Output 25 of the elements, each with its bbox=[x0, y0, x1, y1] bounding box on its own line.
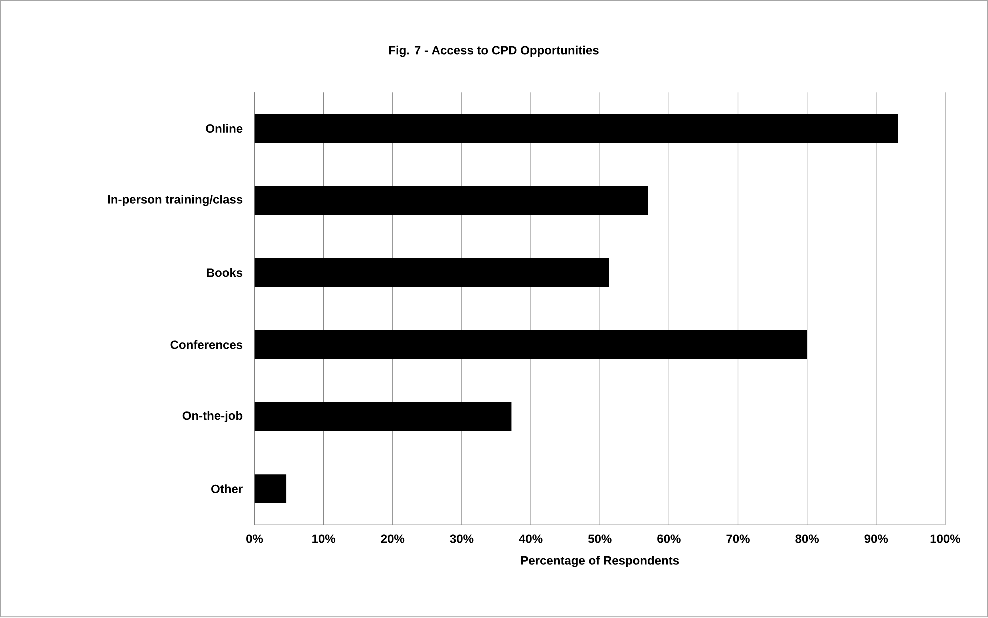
x-tick-label: 70% bbox=[726, 534, 750, 544]
x-tick-label: 90% bbox=[864, 534, 888, 544]
x-tick-label: 60% bbox=[658, 534, 681, 544]
x-tick-label: 20% bbox=[381, 534, 405, 544]
bar bbox=[254, 114, 898, 144]
y-tick-label: Online bbox=[206, 124, 243, 134]
x-tick-label: 0% bbox=[246, 534, 264, 544]
y-tick-label: On-the-job bbox=[182, 412, 243, 423]
y-tick-label: Books bbox=[207, 268, 243, 278]
bar bbox=[254, 474, 287, 504]
chart-title: Fig. 7 - Access to CPD Opportunities bbox=[389, 46, 599, 58]
x-tick-label: 30% bbox=[450, 534, 474, 544]
x-axis-title: Percentage of Respondents bbox=[521, 556, 680, 568]
y-tick-label: In-person training/class bbox=[108, 195, 243, 207]
x-tick-label: 80% bbox=[796, 534, 820, 544]
bar bbox=[254, 330, 808, 360]
x-tick-label: 50% bbox=[588, 534, 612, 544]
x-tick-label: 100% bbox=[930, 534, 960, 544]
bar bbox=[254, 258, 610, 288]
y-tick-label: Other bbox=[212, 484, 243, 494]
bar bbox=[254, 186, 648, 216]
x-tick-label: 10% bbox=[312, 534, 336, 544]
x-tick-label: 40% bbox=[519, 534, 543, 544]
y-tick-label: Conferences bbox=[170, 340, 243, 350]
bar bbox=[254, 402, 512, 432]
